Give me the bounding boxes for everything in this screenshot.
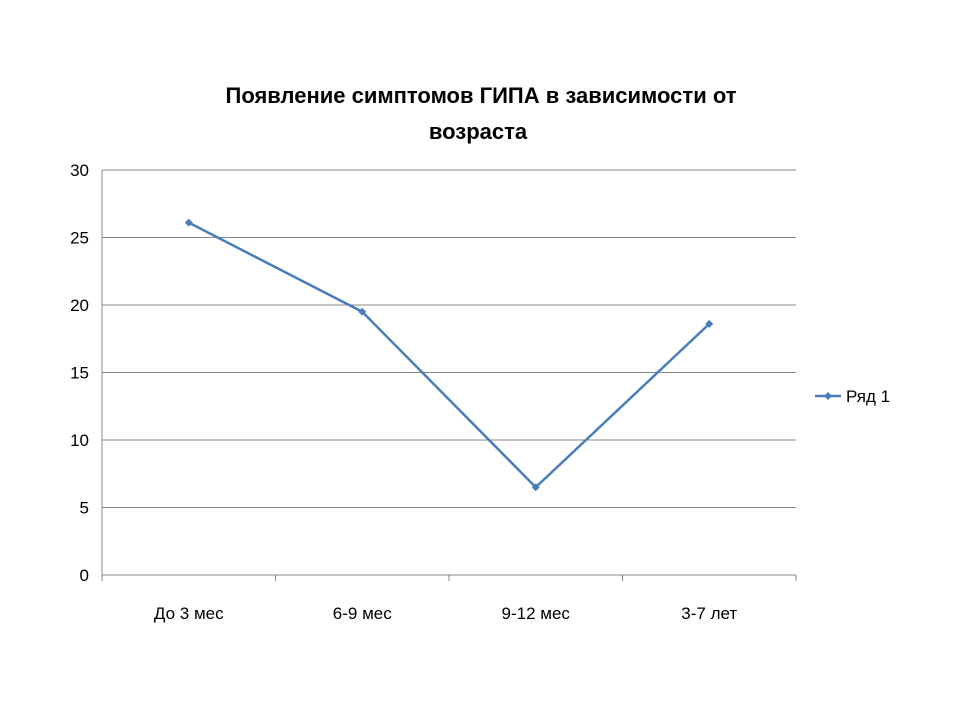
legend-marker-swatch <box>824 392 832 400</box>
data-point-marker <box>531 483 540 492</box>
axes <box>101 170 797 581</box>
series-line <box>188 221 711 489</box>
x-tick-label: До 3 мес <box>154 604 224 623</box>
y-tick-label: 10 <box>70 431 89 450</box>
y-tick-label: 20 <box>70 296 89 315</box>
legend: Ряд 1 <box>815 387 890 406</box>
x-tick-label: 9-12 мес <box>502 604 571 623</box>
x-tick-label: 3-7 лет <box>681 604 737 623</box>
y-axis-tick-labels: 0 5 10 15 20 25 30 <box>70 161 89 585</box>
x-axis-tick-labels: До 3 мес 6-9 мес 9-12 мес 3-7 лет <box>154 604 738 623</box>
y-tick-label: 0 <box>80 566 89 585</box>
legend-label: Ряд 1 <box>846 387 890 406</box>
y-tick-label: 25 <box>70 229 89 248</box>
chart-title-line-1: Появление симптомов ГИПА в зависимости о… <box>226 83 737 108</box>
x-tick-label: 6-9 мес <box>333 604 392 623</box>
data-point-marker <box>705 319 714 328</box>
series-lines <box>184 218 714 492</box>
y-tick-label: 30 <box>70 161 89 180</box>
chart-title-line-2: возраста <box>429 119 528 144</box>
data-point-marker <box>184 218 193 227</box>
data-point-marker <box>358 307 367 316</box>
y-tick-label: 5 <box>80 499 89 518</box>
y-tick-label: 15 <box>70 364 89 383</box>
chart-title: Появление симптомов ГИПА в зависимости о… <box>226 83 737 144</box>
